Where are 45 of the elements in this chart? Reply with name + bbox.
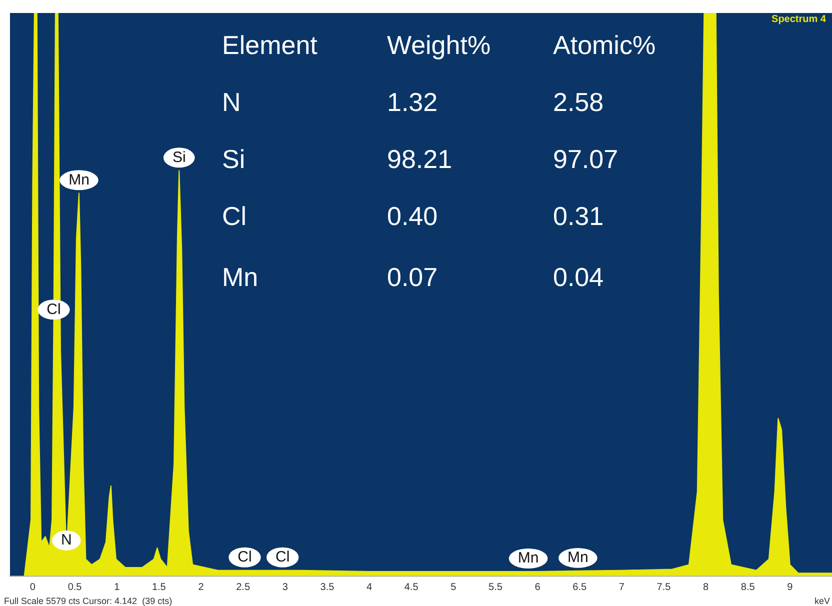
- annotation: Cl: [46, 300, 61, 318]
- annotation: 2.58: [553, 87, 604, 118]
- annotation: Mn: [68, 171, 90, 188]
- annotation: Mn: [518, 550, 539, 567]
- x-tick-label: 0: [30, 582, 36, 593]
- x-tick-label: 8: [703, 582, 710, 593]
- x-tick-label: 8.5: [740, 582, 756, 593]
- x-tick-label: 7: [618, 582, 625, 593]
- x-tick-label: 6.5: [572, 582, 587, 593]
- x-tick-label: 5: [450, 582, 457, 593]
- x-tick-label: 3: [282, 582, 288, 593]
- annotation: Mn: [222, 262, 258, 293]
- x-tick-label: 2.5: [236, 582, 250, 593]
- annotation: 0.31: [553, 201, 604, 232]
- annotation: Weight%: [387, 30, 491, 61]
- annotation: Element: [222, 30, 318, 61]
- annotation: Si: [172, 148, 186, 166]
- x-tick-label: 4.5: [404, 582, 419, 593]
- x-axis-title: keV: [814, 596, 830, 606]
- x-tick-label: 0.5: [68, 582, 82, 593]
- annotation: Cl: [222, 201, 247, 232]
- x-tick-label: 1: [114, 582, 120, 593]
- x-tick-label: 3.5: [320, 582, 335, 593]
- annotation: N: [222, 87, 241, 118]
- text: Full Scale 5579 cts Cursor: 4.142 (39 cts): [4, 596, 172, 606]
- x-tick-label: 4: [366, 582, 372, 593]
- annotation: Cl: [276, 548, 290, 566]
- annotation: 0.07: [387, 262, 438, 293]
- annotation: 98.21: [387, 144, 452, 175]
- x-tick-label: 6: [534, 582, 541, 593]
- annotation: Cl: [238, 548, 252, 566]
- x-tick-label: 7.5: [656, 582, 672, 593]
- annotation: 97.07: [553, 144, 618, 175]
- annotation: 0.04: [553, 262, 604, 293]
- x-tick-label: 1.5: [152, 582, 166, 593]
- annotation: 0.40: [387, 201, 438, 232]
- annotation: Atomic%: [553, 30, 656, 61]
- x-tick-label: 2: [198, 582, 204, 593]
- annotation: N: [60, 532, 72, 549]
- annotation: Si: [222, 144, 246, 175]
- x-tick-label: 5.5: [488, 582, 503, 593]
- annotation: 1.32: [387, 87, 438, 118]
- x-tick-label: 9: [787, 582, 794, 593]
- chart-title: Spectrum 4: [772, 14, 826, 25]
- annotation: Mn: [567, 549, 588, 566]
